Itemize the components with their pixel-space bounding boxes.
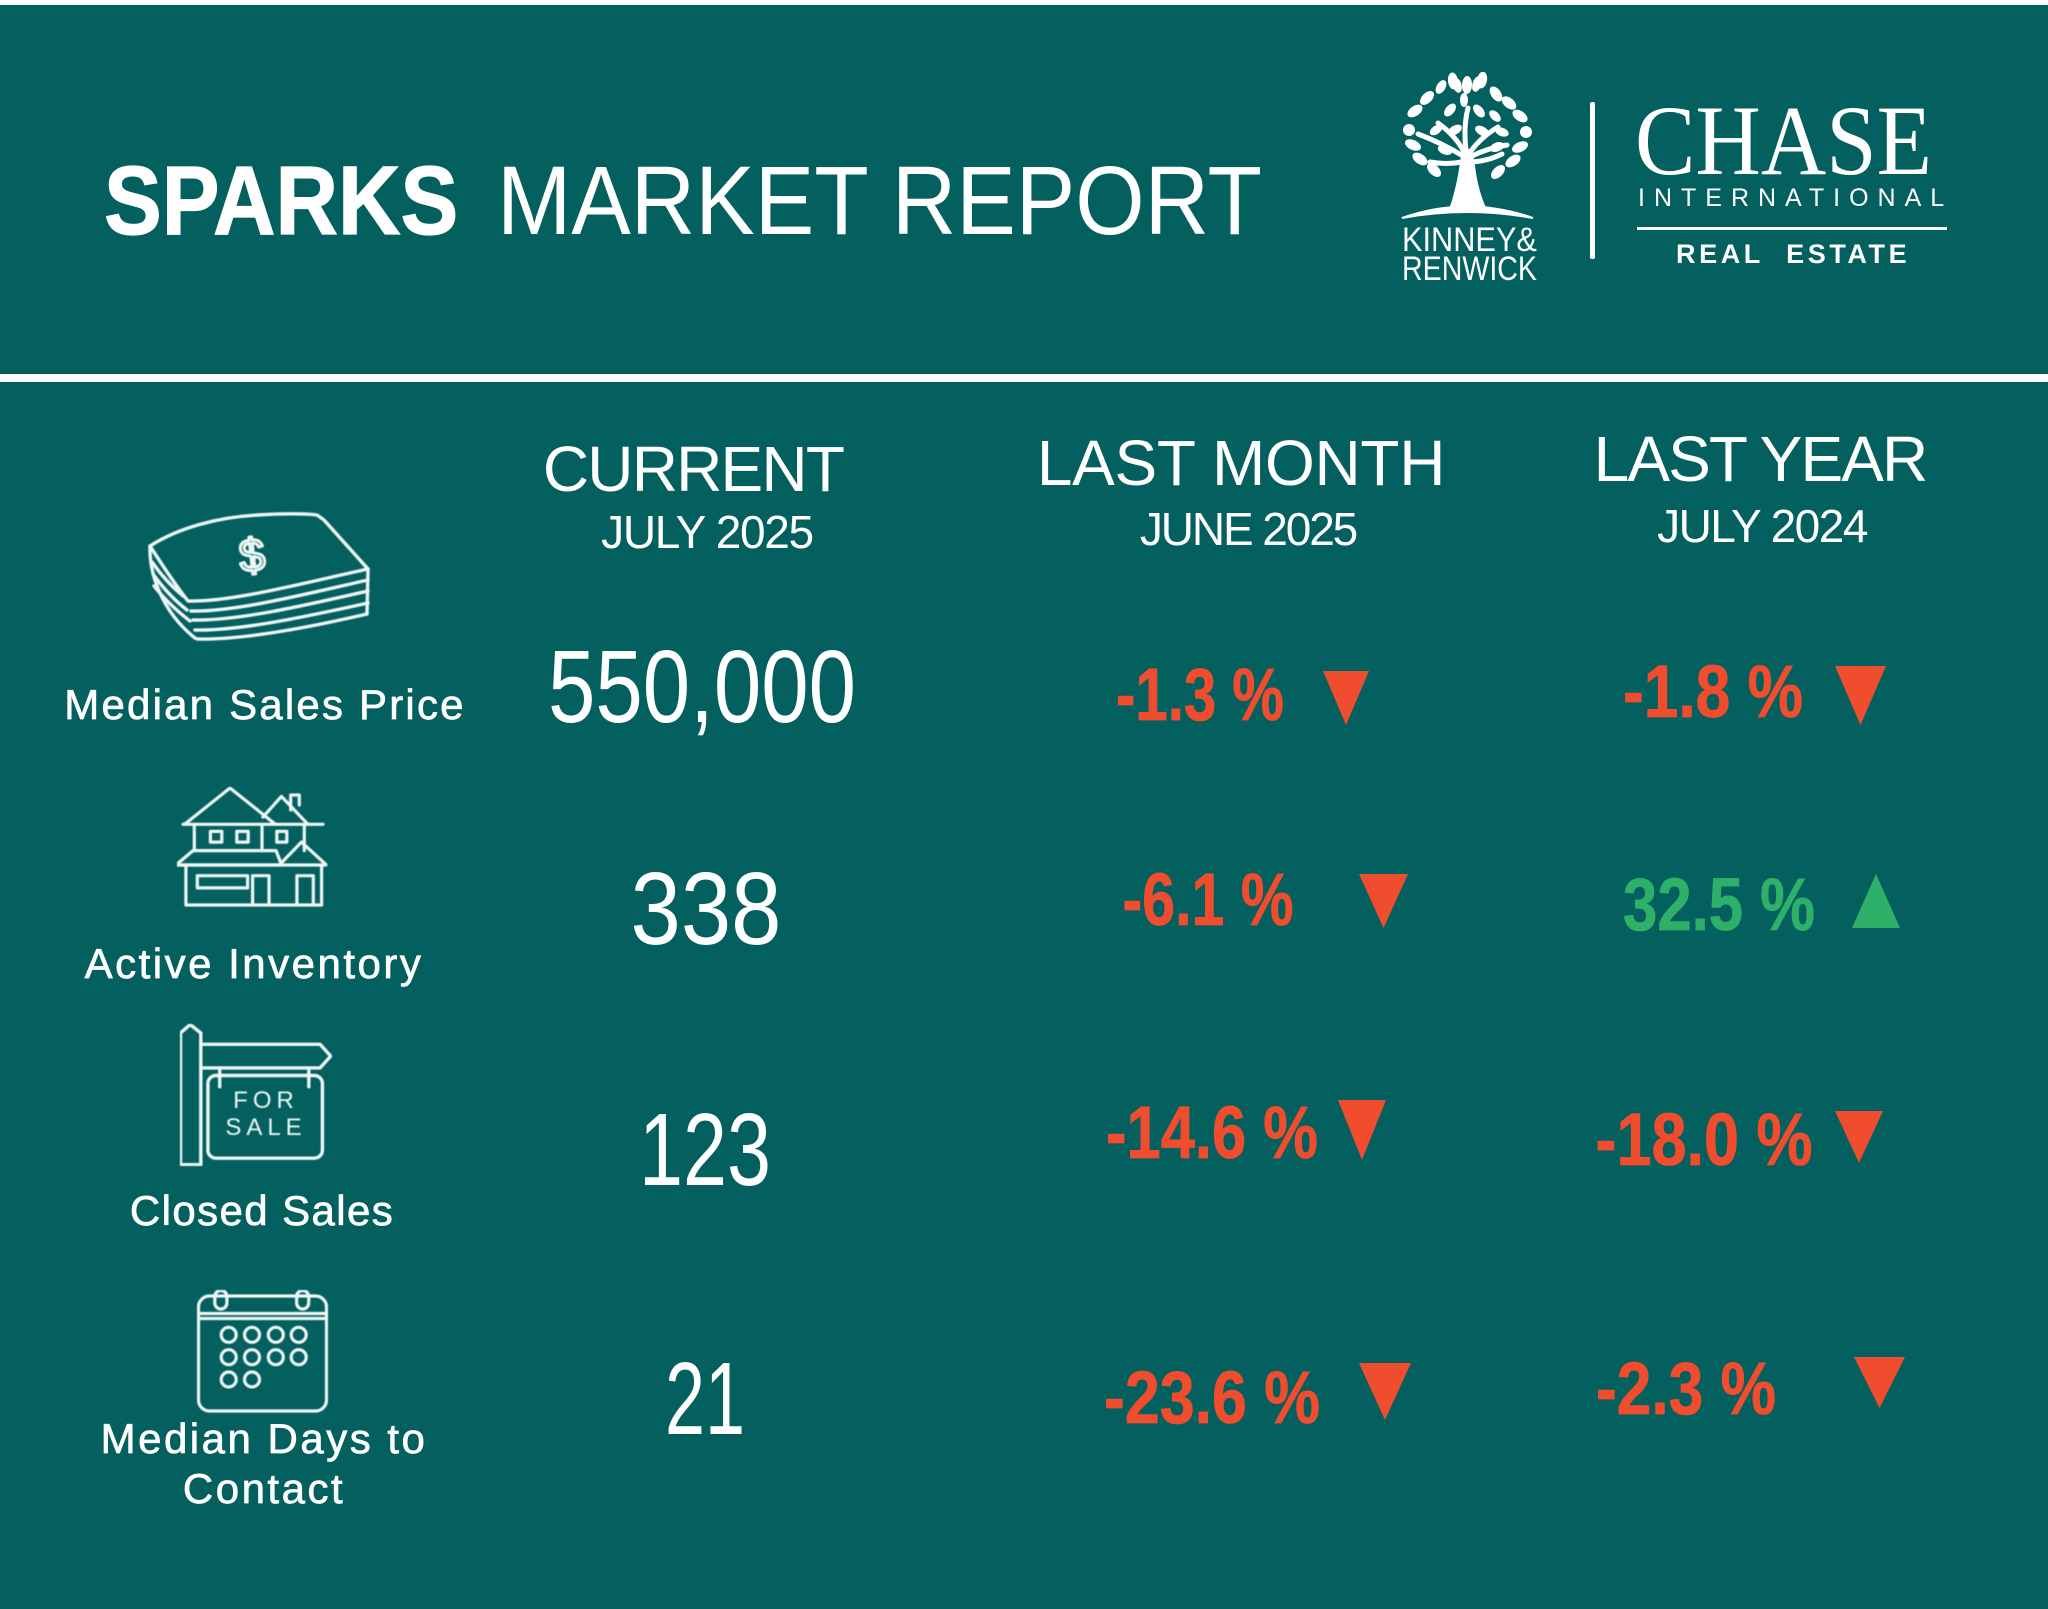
svg-text:$: $ xyxy=(236,528,267,582)
svg-text:SALE: SALE xyxy=(225,1114,306,1141)
svg-text:FOR: FOR xyxy=(233,1087,299,1114)
